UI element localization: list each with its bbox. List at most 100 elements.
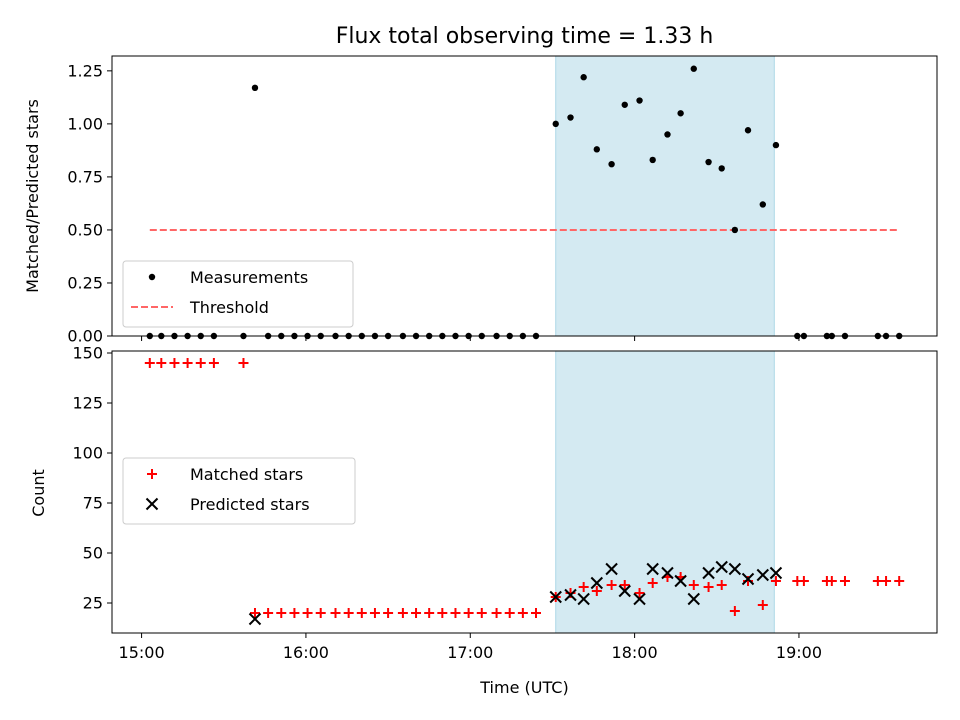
matched-star-point [397,608,408,618]
matched-star-point [826,576,837,586]
matched-star-point [289,608,300,618]
matched-star-point [437,608,448,618]
predicted-star-point [687,592,700,606]
legend-label: Threshold [189,298,269,317]
predicted-star-point [590,576,604,590]
x-tick-label: 19:00 [776,643,822,662]
matched-star-point [770,576,781,586]
bottom-highlight-span [555,350,775,634]
bottom-y-tick-label: 50 [83,544,103,563]
matched-star-point [606,580,617,590]
predicted-star-point [618,584,631,598]
x-tick-label: 16:00 [283,643,329,662]
bottom-legend: Matched stars Predicted stars [122,457,356,525]
top-y-tick-label: 0.25 [67,273,103,292]
predicted-star-point [674,574,687,588]
predicted-star-point [633,592,646,606]
predicted-star-point [248,612,262,626]
chart-title: Flux total observing time = 1.33 h [336,24,714,49]
matched-star-point [688,580,699,590]
measurement-point [744,127,752,134]
matched-star-point [369,608,380,618]
matched-star-point [839,576,850,586]
matched-star-point [156,358,167,368]
bottom-y-axis-label: Count [29,469,48,517]
measurement-point [690,65,697,72]
measurement-point [251,84,259,92]
measurement-point [664,131,671,138]
x-tick-label: 18:00 [612,643,658,662]
matched-star-point [411,608,422,618]
predicted-star-stroke-b [605,562,618,576]
measurement-point [759,201,766,208]
predicted-star-stroke-b [633,592,646,606]
matched-star-point [634,588,645,598]
predicted-star-stroke-b [715,560,728,574]
measurement-point [608,160,615,168]
bottom-y-tick-label: 75 [83,494,103,513]
matched-star-point [276,608,287,618]
measurement-point [593,146,601,153]
predicted-star-stroke-b [618,584,631,598]
measurement-point [636,97,643,104]
predicted-star-point [605,562,618,576]
predicted-star-stroke-b [248,612,262,626]
top-legend-box [122,260,354,328]
matched-star-point [517,608,528,618]
matched-star-point [531,608,542,618]
bottom-y-tick-label: 100 [72,444,103,463]
legend-label: Predicted stars [190,495,310,514]
predicted-star-stroke-b [728,562,742,576]
predicted-star-stroke-b [702,566,715,580]
matched-star-point [619,580,630,590]
legend-measurement-marker [148,273,156,281]
legend-label: Measurements [190,268,308,287]
matched-star-point [450,608,461,618]
matched-star-point [463,608,474,618]
matched-star-point [729,606,740,616]
top-y-tick-label: 0.00 [67,327,103,346]
measurement-point [731,226,739,234]
predicted-star-stroke-b [590,576,604,590]
measurement-point [718,165,725,172]
predicted-star-stroke-b [674,574,687,588]
predicted-star-stroke-b [769,566,783,580]
measurement-point [677,110,684,117]
matched-star-point [383,608,394,618]
top-panel: 0.00 0.25 0.50 0.75 1.00 1.25 Measurements Thre… [67,55,938,346]
bottom-y-tick-label: 125 [72,394,103,413]
matched-star-point [591,586,602,596]
bottom-plot-area [144,358,905,626]
measurement-point [649,156,656,164]
legend-predicted-marker [145,497,159,511]
predicted-star-point [715,560,728,574]
predicted-star-stroke-b [646,562,659,576]
matched-star-point [757,600,768,610]
predicted-star-point [702,566,715,580]
predicted-star-stroke-b [741,572,755,586]
predicted-star-point [756,568,770,582]
predicted-star-point [769,566,783,580]
matched-star-point [716,580,727,590]
predicted-star-point [661,566,674,580]
matched-star-point [647,578,658,588]
matched-star-point [249,608,260,618]
matched-star-point [330,608,341,618]
predicted-star-point [646,562,659,576]
bottom-y-tick-label: 25 [83,594,103,613]
measurement-point [580,74,587,81]
matched-star-point [195,358,206,368]
matched-star-point [798,576,809,586]
predicted-star-point [549,590,562,604]
matched-star-point [578,582,589,592]
top-y-axis-label: Matched/Predicted stars [23,99,42,293]
matched-star-point [491,608,502,618]
bottom-legend-box [122,457,356,525]
bottom-axes-frame [111,350,938,634]
matched-star-point [504,608,515,618]
top-y-tick-label: 0.75 [67,167,103,186]
predicted-star-stroke-b [756,568,770,582]
matched-star-point [302,608,313,618]
matched-star-point [182,358,193,368]
